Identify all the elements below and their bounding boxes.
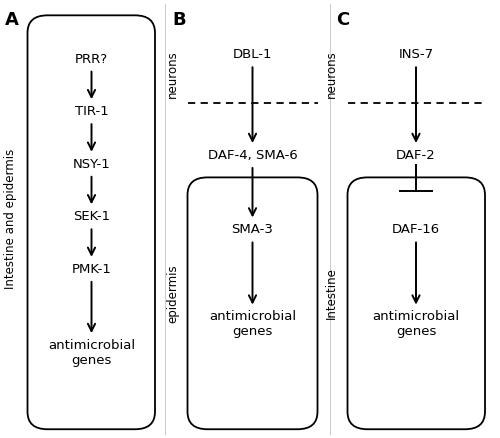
Text: TIR-1: TIR-1 bbox=[74, 105, 108, 118]
Text: PMK-1: PMK-1 bbox=[72, 263, 112, 276]
Text: DAF-4, SMA-6: DAF-4, SMA-6 bbox=[208, 149, 298, 162]
Text: antimicrobial
genes: antimicrobial genes bbox=[48, 339, 135, 367]
Text: NSY-1: NSY-1 bbox=[72, 158, 110, 171]
Text: A: A bbox=[5, 11, 19, 29]
Text: DAF-2: DAF-2 bbox=[396, 149, 436, 162]
Text: epidermis: epidermis bbox=[166, 264, 179, 323]
Text: DBL-1: DBL-1 bbox=[233, 48, 272, 61]
Text: Intestine: Intestine bbox=[325, 268, 338, 319]
Text: PRR?: PRR? bbox=[75, 53, 108, 66]
Text: antimicrobial
genes: antimicrobial genes bbox=[372, 310, 460, 338]
Text: DAF-16: DAF-16 bbox=[392, 223, 440, 237]
Text: B: B bbox=[172, 11, 186, 29]
Text: SEK-1: SEK-1 bbox=[73, 210, 110, 223]
Text: INS-7: INS-7 bbox=[398, 48, 434, 61]
Text: neurons: neurons bbox=[325, 50, 338, 99]
Text: C: C bbox=[336, 11, 349, 29]
Text: antimicrobial
genes: antimicrobial genes bbox=[209, 310, 296, 338]
Text: Intestine and epidermis: Intestine and epidermis bbox=[4, 149, 18, 289]
Text: SMA-3: SMA-3 bbox=[232, 223, 274, 237]
Text: neurons: neurons bbox=[166, 50, 179, 99]
